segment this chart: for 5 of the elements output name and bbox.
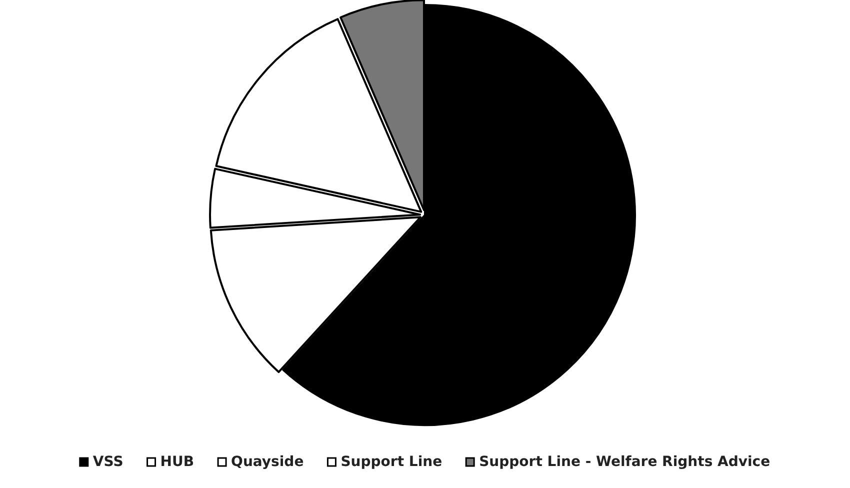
legend-label: Support Line [340,454,442,470]
legend-label: Quayside [231,454,304,470]
legend-label: HUB [160,454,194,470]
legend-label: VSS [92,454,124,470]
legend-label: Support Line - Welfare Rights Advice [479,454,770,470]
